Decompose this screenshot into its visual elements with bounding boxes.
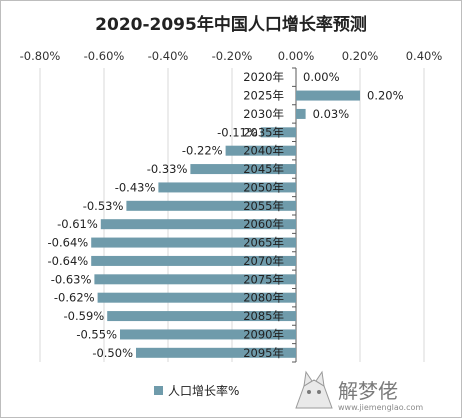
category-label: 2060年 <box>243 217 284 231</box>
category-label: 2090年 <box>243 327 284 341</box>
legend-label: 人口增长率% <box>168 383 239 398</box>
category-labels: 2020年 2025年 2030年 2035年 2040年 2045年 2050年 2055年… <box>243 70 284 360</box>
bar <box>120 329 296 340</box>
legend: 人口增长率% <box>154 383 239 398</box>
category-label: 2030年 <box>243 107 284 121</box>
bar <box>100 219 296 230</box>
category-label: 2080年 <box>243 291 284 305</box>
data-label: 0.00% <box>303 70 340 84</box>
watermark: 解梦佬 www.jiemenglao.com <box>295 370 423 412</box>
data-label: -0.61% <box>57 217 98 231</box>
bar <box>91 237 296 248</box>
data-label: 0.20% <box>367 89 404 103</box>
data-label: -0.11% <box>217 125 258 139</box>
bar <box>296 90 360 101</box>
data-label: 0.03% <box>313 107 350 121</box>
bar <box>91 255 296 266</box>
category-label: 2040年 <box>243 144 284 158</box>
category-label: 2025年 <box>243 89 284 103</box>
bar <box>190 164 296 175</box>
data-label: -0.64% <box>48 236 89 250</box>
data-label: -0.59% <box>64 309 105 323</box>
x-tick-label: -0.40% <box>148 49 189 63</box>
category-label: 2045年 <box>243 162 284 176</box>
data-label: -0.62% <box>54 291 95 305</box>
category-label: 2065年 <box>243 236 284 250</box>
category-label: 2020年 <box>243 70 284 84</box>
category-label: 2085年 <box>243 309 284 323</box>
x-tick-label: -0.80% <box>20 49 61 63</box>
x-tick-label: 0.20% <box>342 49 379 63</box>
bar <box>107 311 296 322</box>
x-axis-ticks: -0.80% -0.60% -0.40% -0.20% 0.00% 0.20% 0.40% <box>20 49 443 63</box>
data-label: -0.63% <box>51 272 92 286</box>
bar <box>94 274 297 285</box>
chart-title: 2020-2095年中国人口增长率预测 <box>95 14 367 35</box>
bars <box>91 90 360 358</box>
x-tick-label: -0.60% <box>84 49 125 63</box>
data-label: -0.64% <box>48 254 89 268</box>
data-label: -0.43% <box>115 180 156 194</box>
watermark-text: 解梦佬 <box>338 379 398 403</box>
legend-swatch <box>154 386 163 395</box>
data-label: -0.50% <box>92 346 133 360</box>
category-label: 2050年 <box>243 180 284 194</box>
data-label: -0.53% <box>83 199 124 213</box>
bar <box>126 200 297 211</box>
bar <box>260 127 296 138</box>
category-label: 2055年 <box>243 199 284 213</box>
bar <box>225 145 296 156</box>
bar <box>97 292 296 303</box>
x-tick-label: -0.20% <box>212 49 253 63</box>
data-label: -0.33% <box>147 162 188 176</box>
category-label: 2075年 <box>243 272 284 286</box>
bar <box>158 182 296 193</box>
watermark-url: www.jiemenglao.com <box>338 403 423 412</box>
cat-logo-icon <box>295 370 333 409</box>
x-tick-label: 0.00% <box>278 49 315 63</box>
bar <box>136 347 296 358</box>
data-label: -0.22% <box>182 144 223 158</box>
bar <box>296 108 306 119</box>
category-label: 2095年 <box>243 346 284 360</box>
category-label: 2035年 <box>243 125 284 139</box>
data-label: -0.55% <box>76 327 117 341</box>
category-label: 2070年 <box>243 254 284 268</box>
x-tick-label: 0.40% <box>406 49 443 63</box>
data-labels: 0.00% 0.20% 0.03% -0.11% -0.22% -0.33% -0.43% -… <box>48 70 404 360</box>
